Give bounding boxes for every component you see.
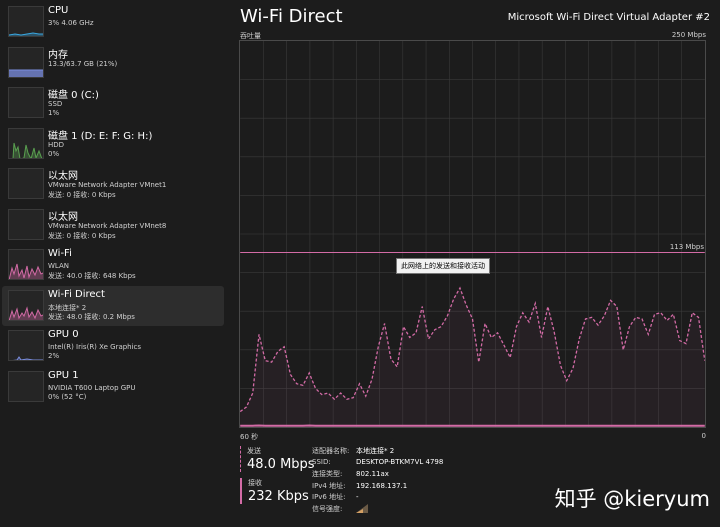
- send-series-area: [240, 288, 705, 427]
- sidebar-item-title: 以太网: [48, 211, 78, 223]
- sidebar-item-gpu-0[interactable]: GPU 0 Intel(R) Iris(R) Xe Graphics 2%: [2, 326, 224, 366]
- property-key: 信号强度:: [312, 504, 343, 513]
- sidebar-item-cpu[interactable]: CPU 3% 4.06 GHz: [2, 2, 224, 42]
- sidebar-item-usage: 0%: [48, 149, 60, 158]
- throughput-label: 吞吐量: [240, 32, 261, 40]
- property-key: IPv4 地址:: [312, 481, 346, 490]
- sidebar-item-title: 磁盘 0 (C:): [48, 90, 99, 101]
- sidebar-item-detail: 本地连接* 2: [48, 303, 87, 312]
- sidebar-item-usage: 发送: 48.0 接收: 0.2 Mbps: [48, 312, 135, 321]
- sidebar-item-detail: VMware Network Adapter VMnet1: [48, 181, 167, 189]
- send-stat: 发送 48.0 Mbps: [240, 446, 315, 472]
- sidebar-item-detail: VMware Network Adapter VMnet8: [48, 221, 167, 230]
- sidebar-graph-thumbnail: [8, 208, 44, 240]
- max-throughput-label: 250 Mbps: [671, 31, 706, 39]
- sidebar-item-detail: 13.3/63.7 GB (21%): [48, 59, 118, 68]
- sidebar-item-memory[interactable]: 内存 13.3/63.7 GB (21%): [2, 43, 224, 83]
- sidebar-item-gpu-1[interactable]: GPU 1 NVIDIA T600 Laptop GPU 0% (52 °C): [2, 367, 224, 407]
- receive-stat: 接收 232 Kbps: [240, 478, 309, 504]
- time-axis-end-label: 0: [701, 432, 706, 440]
- property-row: 适配器名称: 本地连接* 2: [312, 446, 443, 458]
- sidebar-graph-thumbnail: [8, 249, 44, 280]
- property-row: SSID: DESKTOP-BTKM7VL 4798: [312, 458, 443, 470]
- sidebar-item-detail: HDD: [48, 140, 65, 149]
- send-label: 发送: [247, 447, 261, 455]
- property-row: 信号强度:: [312, 504, 443, 516]
- adapter-name: Microsoft Wi-Fi Direct Virtual Adapter #…: [507, 12, 710, 23]
- sidebar-item-title: Wi-Fi Direct: [48, 288, 105, 300]
- sidebar-graph-thumbnail: [8, 46, 44, 78]
- property-key: SSID:: [312, 457, 331, 466]
- sidebar-item-disk-0[interactable]: 磁盘 0 (C:) SSD 1%: [2, 83, 224, 123]
- sidebar-graph-thumbnail: [8, 168, 44, 199]
- send-series-line: [240, 286, 705, 413]
- sidebar-graph-thumbnail: [8, 6, 44, 37]
- sidebar-item-usage: 2%: [48, 352, 60, 360]
- marker-value-label: 113 Mbps: [669, 243, 704, 251]
- sidebar-item-title: GPU 1: [48, 369, 79, 381]
- sidebar-graph-thumbnail: [8, 330, 44, 361]
- property-key: IPv6 地址:: [312, 493, 346, 501]
- sidebar-item-wifi[interactable]: Wi-Fi WLAN 发送: 40.0 接收: 648 Kbps: [2, 245, 224, 285]
- property-value: -: [356, 493, 359, 501]
- sidebar-graph-thumbnail: [8, 289, 44, 321]
- sidebar-item-title: 以太网: [48, 171, 78, 182]
- sidebar-item-detail: WLAN: [48, 262, 70, 270]
- sidebar-item-disk-1[interactable]: 磁盘 1 (D: E: F: G: H:) HDD 0%: [2, 124, 224, 164]
- throughput-graph[interactable]: [239, 40, 706, 428]
- watermark: 知乎 @kieryum: [554, 487, 710, 511]
- adapter-properties: 适配器名称: 本地连接* 2 SSID: DESKTOP-BTKM7VL 4798 …: [312, 446, 443, 515]
- property-value: 192.168.137.1: [356, 481, 408, 490]
- signal-strength-icon: [356, 504, 368, 513]
- sidebar-item-usage: 0% (52 °C): [48, 392, 87, 401]
- sidebar-graph-thumbnail: [8, 127, 44, 159]
- property-row: IPv4 地址: 192.168.137.1: [312, 481, 443, 493]
- sidebar-item-ethernet-vmnet1[interactable]: 以太网 VMware Network Adapter VMnet1 发送: 0 接收…: [2, 164, 224, 204]
- property-key: 适配器名称:: [312, 447, 350, 455]
- main-panel: Wi-Fi Direct Microsoft Wi-Fi Direct Virt…: [226, 0, 720, 527]
- receive-value: 232 Kbps: [248, 489, 309, 504]
- page-title: Wi-Fi Direct: [240, 6, 343, 27]
- send-value: 48.0 Mbps: [247, 457, 315, 472]
- property-row: IPv6 地址: -: [312, 492, 443, 504]
- sidebar-item-usage: 发送: 0 接收: 0 Kbps: [48, 231, 116, 240]
- sidebar-item-usage: 发送: 40.0 接收: 648 Kbps: [48, 272, 136, 280]
- performance-sidebar: CPU 3% 4.06 GHz 内存 13.3/63.7 GB (21%) 磁盘 0 (…: [0, 0, 226, 527]
- time-axis-start-label: 60 秒: [240, 433, 259, 441]
- sidebar-item-title: Wi-Fi: [48, 248, 72, 259]
- sidebar-item-detail: NVIDIA T600 Laptop GPU: [48, 383, 136, 392]
- sidebar-item-detail: 3% 4.06 GHz: [48, 19, 94, 27]
- sidebar-item-ethernet-vmnet8[interactable]: 以太网 VMware Network Adapter VMnet8 发送: 0 接收…: [2, 205, 224, 245]
- sidebar-item-title: GPU 0: [48, 329, 79, 340]
- sidebar-graph-thumbnail: [8, 87, 44, 118]
- property-value: 本地连接* 2: [356, 447, 395, 455]
- sidebar-item-title: 内存: [48, 49, 68, 61]
- property-key: 连接类型:: [312, 470, 343, 478]
- graph-tooltip: 此网络上的发送和接收活动: [396, 258, 490, 274]
- sidebar-item-title: 磁盘 1 (D: E: F: G: H:): [48, 130, 153, 142]
- sidebar-item-detail: Intel(R) Iris(R) Xe Graphics: [48, 343, 142, 351]
- sidebar-item-usage: 1%: [48, 109, 60, 117]
- sidebar-graph-thumbnail: [8, 370, 44, 402]
- property-row: 连接类型: 802.11ax: [312, 469, 443, 481]
- sidebar-item-detail: SSD: [48, 100, 63, 108]
- property-value: DESKTOP-BTKM7VL 4798: [356, 457, 444, 466]
- sidebar-item-title: CPU: [48, 5, 69, 16]
- receive-label: 接收: [248, 479, 262, 487]
- sidebar-item-wifi-direct[interactable]: Wi-Fi Direct 本地连接* 2 发送: 48.0 接收: 0.2 Mbps: [2, 285, 224, 326]
- sidebar-item-usage: 发送: 0 接收: 0 Kbps: [48, 191, 116, 199]
- property-value: 802.11ax: [356, 470, 389, 478]
